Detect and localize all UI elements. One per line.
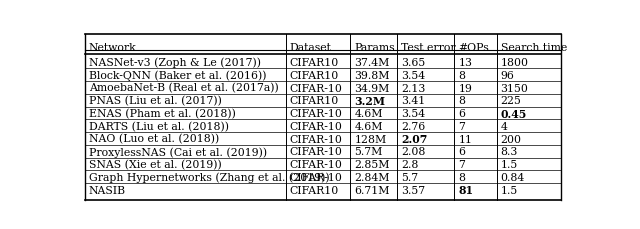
Text: CIFAR10: CIFAR10 (290, 71, 339, 80)
Text: 34.9M: 34.9M (355, 83, 390, 93)
Text: 2.85M: 2.85M (355, 159, 390, 169)
Text: CIFAR10: CIFAR10 (290, 58, 339, 68)
Text: 8: 8 (458, 96, 465, 106)
Text: 3.54: 3.54 (401, 109, 426, 118)
Text: 7: 7 (458, 121, 465, 131)
Text: 3.54: 3.54 (401, 71, 426, 80)
Text: NASNet-v3 (Zoph & Le (2017)): NASNet-v3 (Zoph & Le (2017)) (89, 57, 261, 68)
Text: 2.07: 2.07 (401, 134, 428, 144)
Text: 2.08: 2.08 (401, 147, 426, 157)
Text: 11: 11 (458, 134, 472, 144)
Text: 6: 6 (458, 147, 465, 157)
Text: DARTS (Liu et al. (2018)): DARTS (Liu et al. (2018)) (89, 121, 229, 131)
Text: 13: 13 (458, 58, 472, 68)
Text: 3.57: 3.57 (401, 185, 426, 195)
Text: 39.8M: 39.8M (355, 71, 390, 80)
Text: 128M: 128M (355, 134, 387, 144)
Text: 5.7M: 5.7M (355, 147, 383, 157)
Text: ENAS (Pham et al. (2018)): ENAS (Pham et al. (2018)) (89, 108, 236, 119)
Text: 7: 7 (458, 159, 465, 169)
Text: 1800: 1800 (500, 58, 529, 68)
Text: CIFAR10: CIFAR10 (290, 96, 339, 106)
Text: AmoebaNet-B (Real et al. (2017a)): AmoebaNet-B (Real et al. (2017a)) (89, 83, 278, 93)
Text: 4: 4 (500, 121, 508, 131)
Text: PNAS (Liu et al. (2017)): PNAS (Liu et al. (2017)) (89, 96, 222, 106)
Text: Network: Network (89, 43, 137, 53)
Text: ProxylessNAS (Cai et al. (2019)): ProxylessNAS (Cai et al. (2019)) (89, 146, 267, 157)
Text: CIFAR-10: CIFAR-10 (290, 121, 342, 131)
Text: 3.41: 3.41 (401, 96, 426, 106)
Text: 8: 8 (458, 71, 465, 80)
Text: 2.84M: 2.84M (355, 172, 390, 182)
Text: 5.7: 5.7 (401, 172, 419, 182)
Text: 1.5: 1.5 (500, 159, 518, 169)
Text: 8: 8 (458, 172, 465, 182)
Text: 1.5: 1.5 (500, 185, 518, 195)
Text: 96: 96 (500, 71, 515, 80)
Text: CIFAR-10: CIFAR-10 (290, 134, 342, 144)
Text: 19: 19 (458, 83, 472, 93)
Text: CIFAR-10: CIFAR-10 (290, 83, 342, 93)
Text: 81: 81 (458, 184, 474, 195)
Text: NAO (Luo et al. (2018)): NAO (Luo et al. (2018)) (89, 134, 219, 144)
Text: 4.6M: 4.6M (355, 121, 383, 131)
Text: 4.6M: 4.6M (355, 109, 383, 118)
Text: Test error: Test error (401, 43, 456, 53)
Text: 3150: 3150 (500, 83, 529, 93)
Text: 6.71M: 6.71M (355, 185, 390, 195)
Text: 8.3: 8.3 (500, 147, 518, 157)
Text: 6: 6 (458, 109, 465, 118)
Text: 2.8: 2.8 (401, 159, 419, 169)
Text: #OPs: #OPs (458, 43, 489, 53)
Text: 3.65: 3.65 (401, 58, 426, 68)
Text: Params: Params (355, 43, 395, 53)
Text: CIFAR-10: CIFAR-10 (290, 172, 342, 182)
Text: 225: 225 (500, 96, 522, 106)
Text: 2.13: 2.13 (401, 83, 426, 93)
Text: Dataset: Dataset (290, 43, 332, 53)
Text: 37.4M: 37.4M (355, 58, 390, 68)
Text: CIFAR-10: CIFAR-10 (290, 159, 342, 169)
Text: CIFAR-10: CIFAR-10 (290, 147, 342, 157)
Text: CIFAR-10: CIFAR-10 (290, 109, 342, 118)
Text: Block-QNN (Baker et al. (2016)): Block-QNN (Baker et al. (2016)) (89, 70, 266, 81)
Text: SNAS (Xie et al. (2019)): SNAS (Xie et al. (2019)) (89, 159, 221, 169)
Text: 2.76: 2.76 (401, 121, 426, 131)
Text: 0.84: 0.84 (500, 172, 525, 182)
Text: NASIB: NASIB (89, 185, 126, 195)
Text: CIFAR10: CIFAR10 (290, 185, 339, 195)
Text: Search time: Search time (500, 43, 567, 53)
Text: 0.45: 0.45 (500, 108, 527, 119)
Text: 200: 200 (500, 134, 522, 144)
Text: 3.2M: 3.2M (355, 95, 385, 106)
Text: Graph Hypernetworks (Zhang et al. (2019)): Graph Hypernetworks (Zhang et al. (2019)… (89, 172, 330, 182)
